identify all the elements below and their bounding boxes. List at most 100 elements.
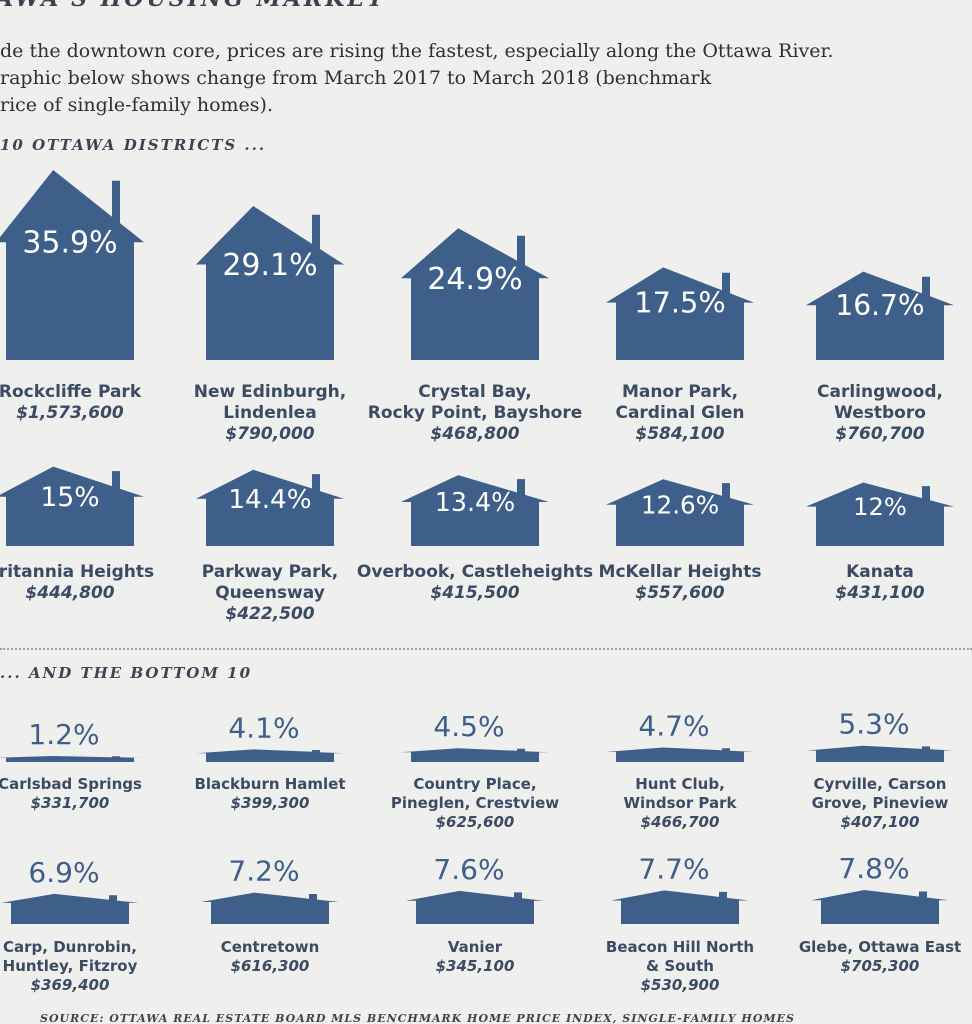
district-name: Crystal Bay, Rocky Point, Bayshore — [367, 382, 583, 423]
house-bar — [1, 893, 139, 924]
district-label: Parkway Park, Queensway $422,500 — [202, 562, 338, 625]
intro-line: rice of single-family homes). — [0, 94, 274, 116]
district-price: $431,100 — [835, 583, 925, 603]
district-price: $705,300 — [840, 957, 920, 975]
house-bar — [806, 745, 954, 762]
source-note: SOURCE: OTTAWA REAL ESTATE BOARD MLS BEN… — [40, 1012, 795, 1024]
district-name: Parkway Park, Queensway — [201, 562, 339, 603]
house-bar — [196, 749, 344, 762]
house-bar — [0, 170, 144, 360]
district-name: Britannia Heights — [0, 562, 155, 582]
district-price: $369,400 — [30, 976, 110, 994]
district-label: Carlingwood, Westboro $760,700 — [817, 382, 943, 445]
house-bar — [811, 890, 949, 924]
district-price: $584,100 — [635, 424, 725, 444]
house-bar — [0, 466, 144, 546]
district-price: $530,900 — [640, 976, 720, 994]
district-name: Cyrville, Carson Grove, Pineview — [811, 775, 949, 812]
house-value-label: 4.1% — [228, 711, 299, 744]
district-name: McKellar Heights — [598, 562, 762, 582]
district-name: Carp, Dunrobin, Huntley, Fitzroy — [2, 938, 138, 975]
house-value-label: 12.6% — [641, 490, 719, 519]
house-bar — [606, 267, 754, 360]
district-label: New Edinburgh, Lindenlea $790,000 — [194, 382, 346, 445]
house-bar — [196, 469, 344, 546]
district-price: $1,573,600 — [16, 403, 124, 423]
district-price: $415,500 — [430, 583, 520, 603]
house-bar — [611, 890, 749, 924]
headline: AWA'S HOUSING MARKET — [0, 0, 386, 12]
district-label: Overbook, Castleheights $415,500 — [357, 562, 593, 604]
house-value-label: 16.7% — [835, 289, 924, 322]
house-value-label: 13.4% — [435, 487, 515, 517]
house-bar — [201, 892, 339, 924]
district-label: Blackburn Hamlet $399,300 — [194, 775, 345, 813]
district-label: Britannia Heights $444,800 — [0, 562, 154, 604]
district-label: Rockcliffe Park $1,573,600 — [0, 382, 141, 424]
house-bar — [401, 228, 549, 360]
house-bar — [0, 756, 144, 762]
district-price: $466,700 — [640, 813, 720, 831]
house-bar — [401, 475, 549, 546]
district-price: $422,500 — [225, 604, 315, 624]
district-name: Beacon Hill North & South — [605, 938, 755, 975]
district-label: Vanier $345,100 — [436, 938, 515, 976]
district-price: $557,600 — [635, 583, 725, 603]
district-price: $345,100 — [435, 957, 515, 975]
district-label: McKellar Heights $557,600 — [599, 562, 762, 604]
district-name: Manor Park, Cardinal Glen — [615, 382, 745, 423]
house-value-label: 29.1% — [222, 248, 317, 283]
section-divider — [0, 648, 972, 650]
house-value-label: 7.8% — [838, 852, 909, 885]
district-label: Crystal Bay, Rocky Point, Bayshore $468,8… — [368, 382, 583, 445]
house-bar — [406, 890, 544, 924]
district-label: Carlsbad Springs $331,700 — [0, 775, 142, 813]
district-name: Overbook, Castleheights — [356, 562, 594, 582]
district-name: Rockcliffe Park — [0, 382, 142, 402]
house-value-label: 4.5% — [433, 710, 504, 743]
intro-line: raphic below shows change from March 201… — [0, 67, 712, 89]
district-price: $468,800 — [430, 424, 520, 444]
house-value-label: 7.7% — [638, 852, 709, 885]
district-name: Centretown — [220, 938, 320, 956]
district-price: $760,700 — [835, 424, 925, 444]
district-name: Carlingwood, Westboro — [817, 382, 943, 423]
district-label: Beacon Hill North & South $530,900 — [606, 938, 754, 995]
house-value-label: 17.5% — [634, 286, 725, 320]
district-name: Carlsbad Springs — [0, 775, 142, 793]
house-value-label: 35.9% — [22, 226, 117, 261]
district-price: $444,800 — [25, 583, 115, 603]
house-bar — [606, 479, 754, 546]
house-value-label: 24.9% — [427, 262, 522, 297]
top-section-title: 10 OTTAWA DISTRICTS ... — [0, 136, 267, 154]
district-price: $407,100 — [840, 813, 920, 831]
district-price: $616,300 — [230, 957, 310, 975]
house-value-label: 5.3% — [838, 708, 909, 741]
house-value-label: 14.4% — [228, 485, 311, 515]
district-name: New Edinburgh, Lindenlea — [193, 382, 347, 423]
district-label: Manor Park, Cardinal Glen $584,100 — [615, 382, 744, 445]
district-label: Hunt Club, Windsor Park $466,700 — [623, 775, 736, 832]
house-bar — [196, 206, 344, 360]
house-bar — [401, 748, 549, 762]
district-name: Kanata — [846, 562, 914, 582]
district-name: Hunt Club, Windsor Park — [623, 775, 737, 812]
house-bar — [806, 271, 954, 360]
house-value-label: 7.6% — [433, 853, 504, 886]
house-bar — [606, 747, 754, 762]
district-price: $399,300 — [230, 794, 310, 812]
district-name: Vanier — [447, 938, 503, 956]
district-label: Carp, Dunrobin, Huntley, Fitzroy $369,400 — [3, 938, 138, 995]
district-name: Country Place, Pineglen, Crestview — [390, 775, 560, 812]
house-value-label: 12% — [853, 493, 907, 521]
district-label: Centretown $616,300 — [221, 938, 320, 976]
district-label: Cyrville, Carson Grove, Pineview $407,100 — [812, 775, 949, 832]
district-price: $331,700 — [30, 794, 110, 812]
bottom-section-title: ... AND THE BOTTOM 10 — [0, 664, 253, 682]
district-name: Glebe, Ottawa East — [798, 938, 962, 956]
district-label: Kanata $431,100 — [835, 562, 924, 604]
house-value-label: 4.7% — [638, 710, 709, 743]
house-value-label: 7.2% — [228, 855, 299, 888]
